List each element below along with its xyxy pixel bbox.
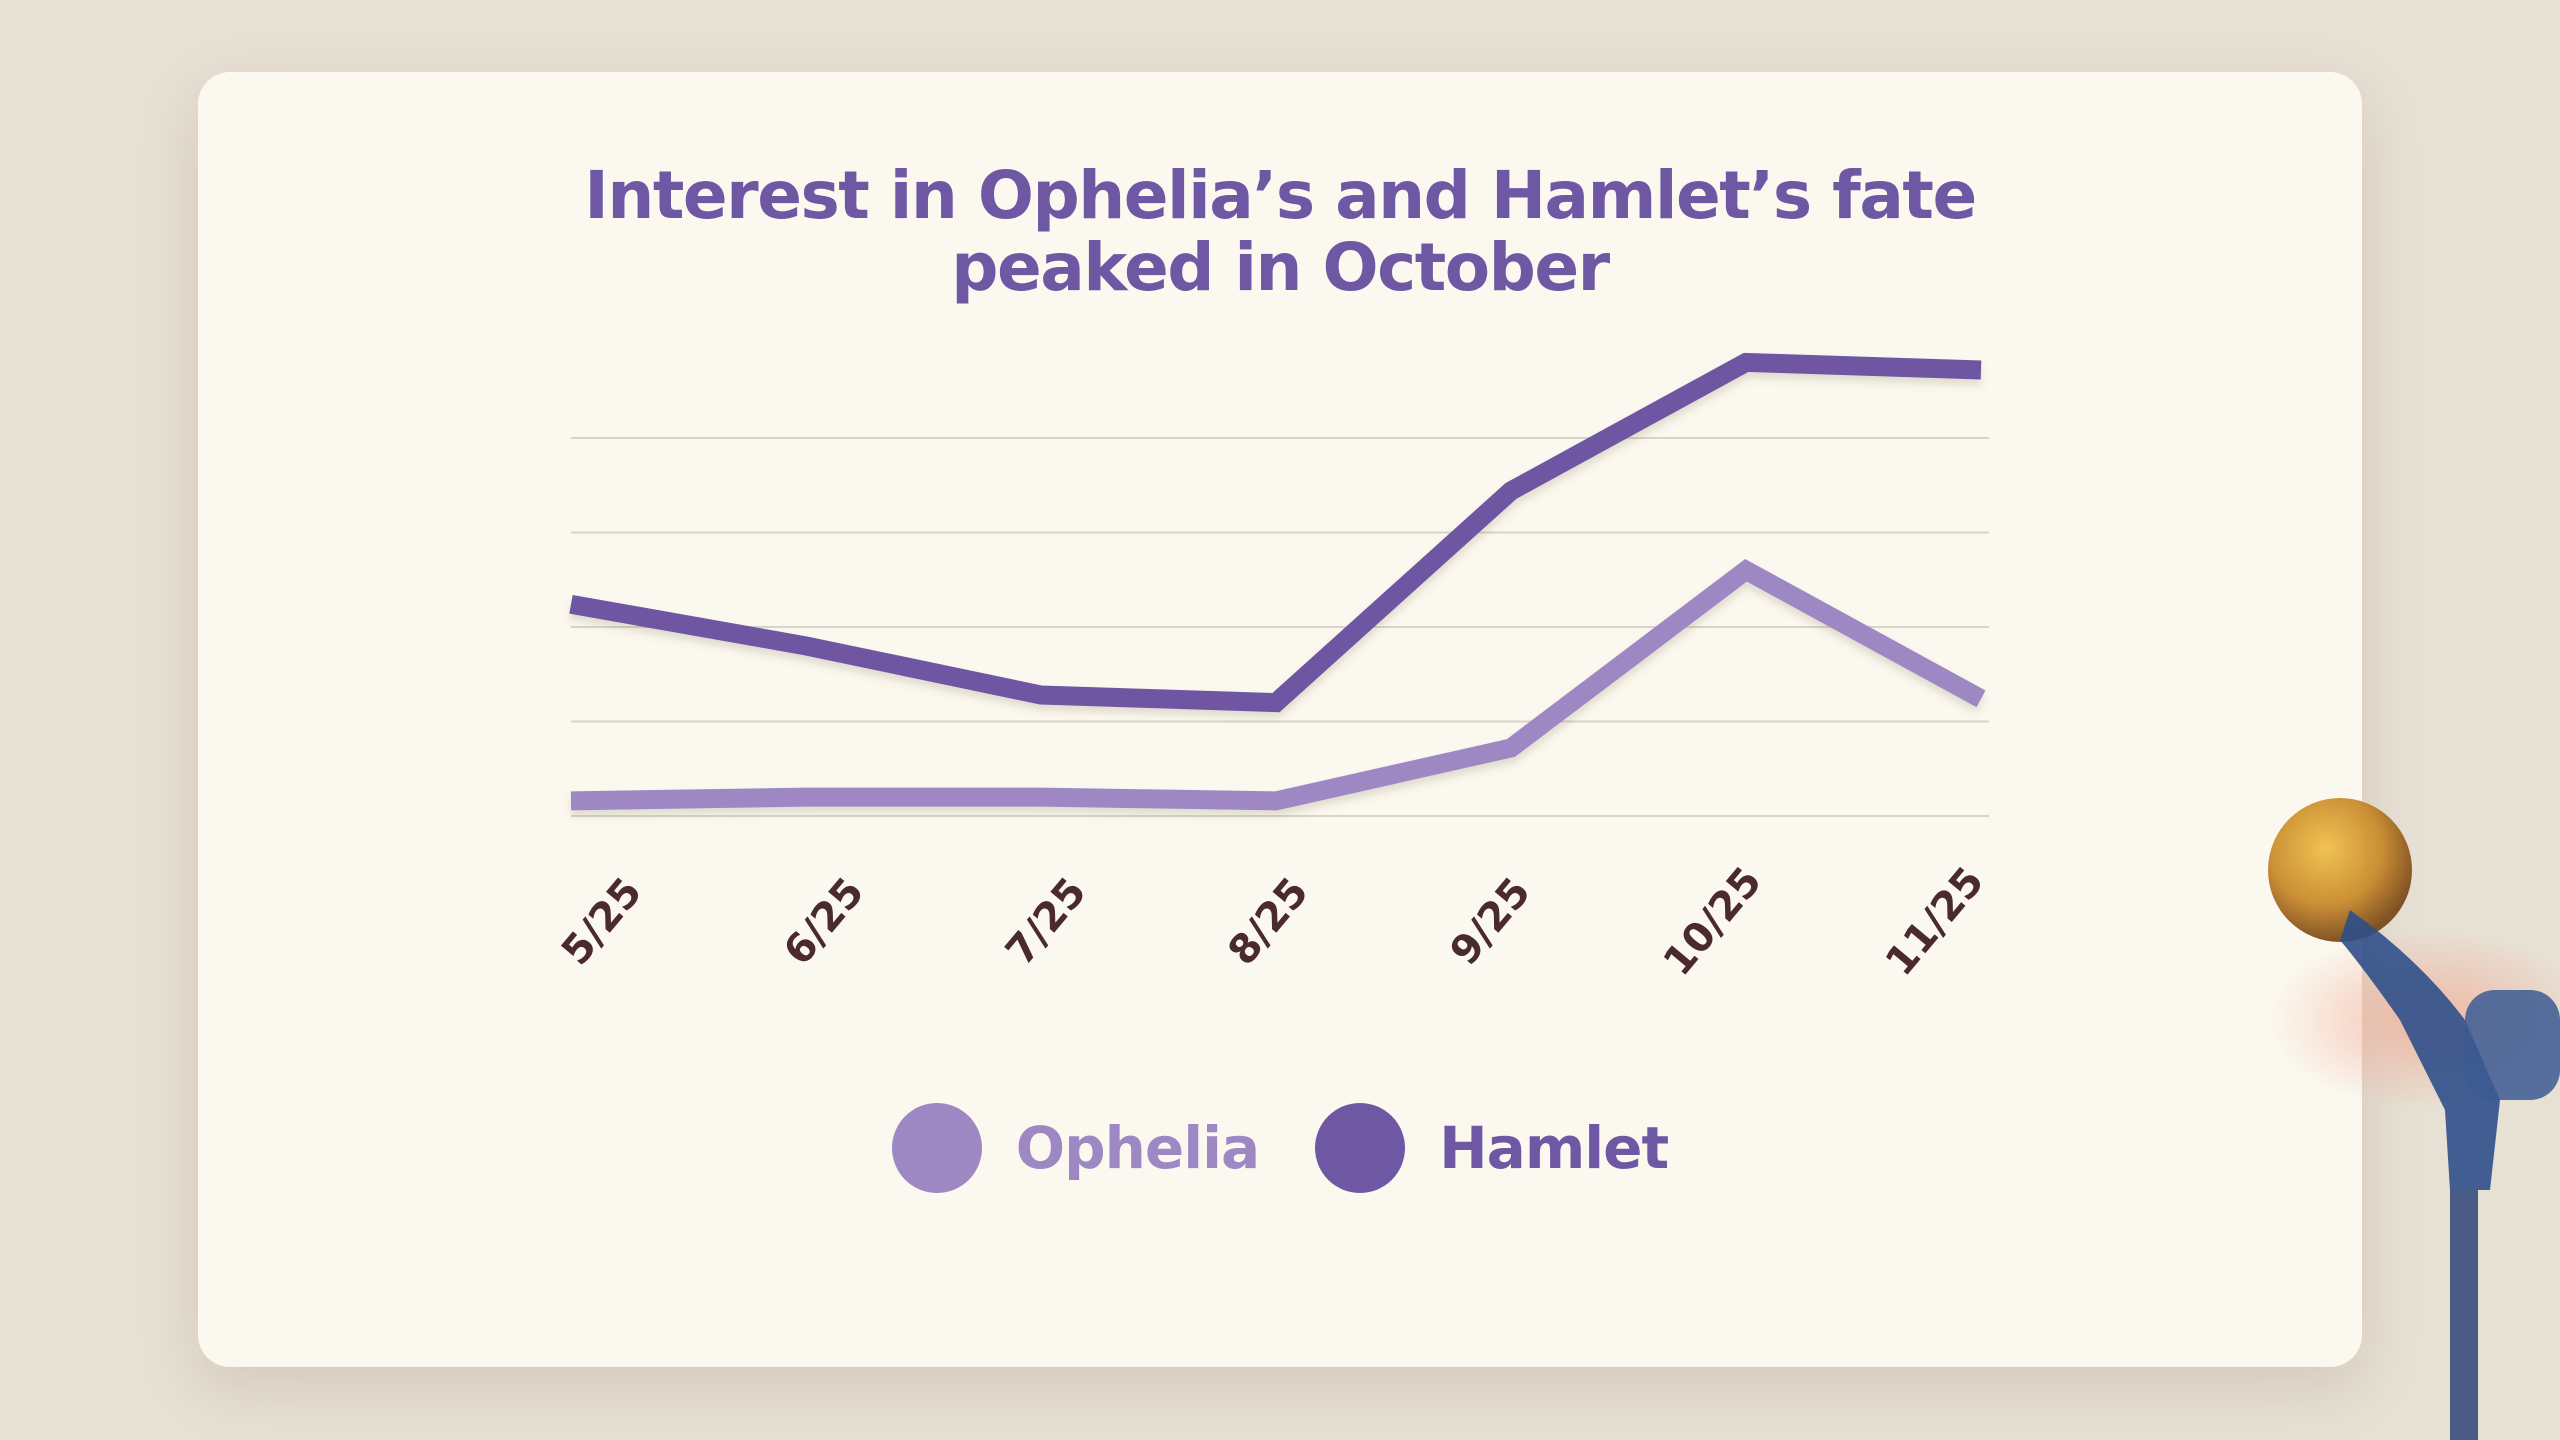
legend-label-ophelia: Ophelia [1015, 1114, 1260, 1182]
x-tick-label: 10/25 [1655, 859, 1771, 985]
legend-swatch-hamlet [1315, 1103, 1406, 1193]
legend: Ophelia Hamlet [0, 1103, 2560, 1193]
x-tick-label: 11/25 [1877, 859, 1993, 985]
series-lines [569, 352, 1986, 811]
x-tick-label: 5/25 [553, 869, 651, 974]
legend-item-ophelia: Ophelia [891, 1103, 1260, 1193]
legend-label-hamlet: Hamlet [1439, 1114, 1669, 1182]
x-tick-label: 7/25 [997, 869, 1095, 974]
series-line-ophelia [570, 559, 1986, 811]
chart-title: Interest in Ophelia’s and Hamlet’s fate … [198, 160, 2362, 304]
legend-swatch-ophelia [891, 1103, 982, 1193]
legend-item-hamlet: Hamlet [1315, 1103, 1669, 1193]
chart-title-line-2: peaked in October [951, 229, 1610, 306]
chart-card [198, 72, 2362, 1367]
x-tick-labels: 5/25 6/25 7/25 8/25 9/25 10/25 11/25 [553, 859, 1993, 985]
x-tick-label: 6/25 [775, 869, 873, 974]
chart-title-line-1: Interest in Ophelia’s and Hamlet’s fate [584, 157, 1977, 234]
x-tick-label: 8/25 [1219, 869, 1317, 974]
x-tick-label: 9/25 [1442, 869, 1540, 974]
microphone-illustration [2268, 798, 2560, 1440]
gridlines [571, 437, 1989, 817]
